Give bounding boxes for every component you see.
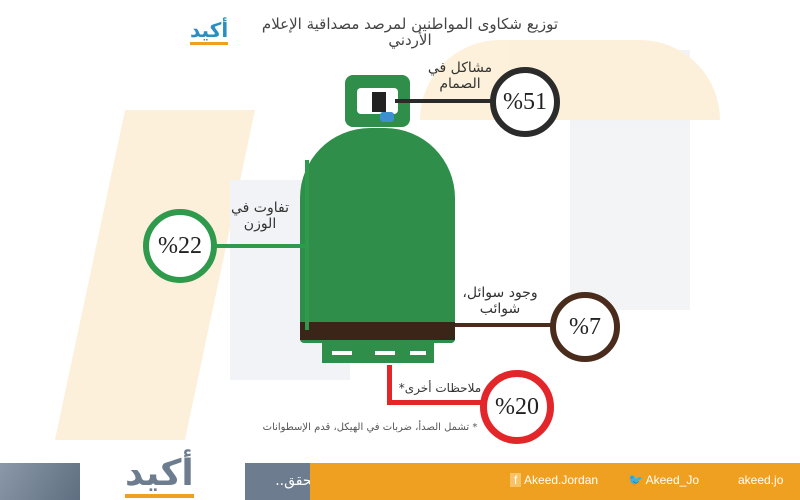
valve-cap <box>380 112 394 122</box>
cylinder-band <box>300 322 455 340</box>
weight-percent: %22 <box>143 209 217 283</box>
twitter-icon: 🐦 <box>628 473 643 487</box>
valve-percent: %51 <box>490 67 560 137</box>
liquid-label: وجود سوائل، شوائب <box>462 285 538 317</box>
website-link[interactable]: akeed.jo <box>738 473 784 487</box>
valve <box>372 92 386 112</box>
footer: أكيد #أكيد.. #تحقق.. f Akeed.Jordan 🐦 Ak… <box>0 453 800 500</box>
liquid-percent: %7 <box>550 292 620 362</box>
valve-label: مشاكل في الصمام <box>427 60 493 92</box>
cylinder-body <box>300 128 455 343</box>
akeed-logo-small: أكيد <box>190 18 229 45</box>
facebook-icon: f <box>510 473 522 487</box>
footnote: * تشمل الصدأ، ضربات في الهيكل، قدم الإسط… <box>262 422 478 433</box>
akeed-logo: أكيد <box>125 453 194 498</box>
other-label: ملاحظات أخرى* <box>398 381 482 395</box>
weight-label: تفاوت في الوزن <box>231 200 289 232</box>
other-percent: %20 <box>480 370 554 444</box>
twitter-link[interactable]: 🐦 Akeed_Jo <box>628 473 699 487</box>
page-title: توزيع شكاوى المواطنين لمرصد مصداقية الإع… <box>261 15 559 49</box>
facebook-link[interactable]: f Akeed.Jordan <box>510 473 598 487</box>
